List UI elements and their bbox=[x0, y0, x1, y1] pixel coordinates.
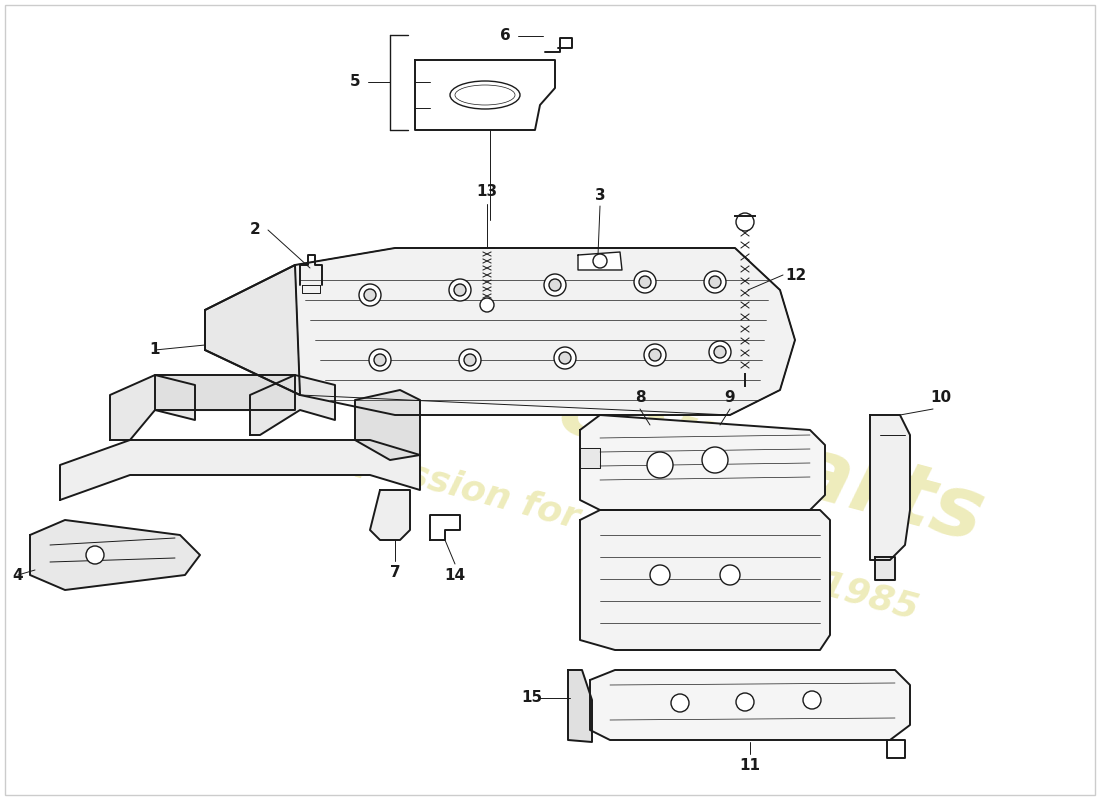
Circle shape bbox=[86, 546, 104, 564]
Circle shape bbox=[454, 284, 466, 296]
Polygon shape bbox=[874, 557, 895, 580]
Ellipse shape bbox=[455, 85, 515, 105]
Circle shape bbox=[464, 354, 476, 366]
Text: 11: 11 bbox=[739, 758, 760, 773]
Circle shape bbox=[704, 271, 726, 293]
Polygon shape bbox=[355, 390, 420, 460]
Polygon shape bbox=[205, 265, 300, 395]
Text: 3: 3 bbox=[595, 187, 605, 202]
Circle shape bbox=[359, 284, 381, 306]
Circle shape bbox=[710, 276, 720, 288]
Circle shape bbox=[647, 452, 673, 478]
Polygon shape bbox=[110, 375, 195, 440]
Text: 8: 8 bbox=[635, 390, 646, 405]
Text: 13: 13 bbox=[476, 185, 497, 199]
Circle shape bbox=[736, 213, 754, 231]
Polygon shape bbox=[205, 248, 795, 415]
Circle shape bbox=[714, 346, 726, 358]
Polygon shape bbox=[30, 520, 200, 590]
Polygon shape bbox=[887, 740, 905, 758]
Circle shape bbox=[671, 694, 689, 712]
Polygon shape bbox=[580, 448, 600, 468]
Text: 2: 2 bbox=[250, 222, 261, 238]
Polygon shape bbox=[430, 515, 460, 540]
Polygon shape bbox=[580, 415, 825, 510]
Text: 6: 6 bbox=[499, 29, 510, 43]
Circle shape bbox=[720, 565, 740, 585]
Circle shape bbox=[639, 276, 651, 288]
Text: 12: 12 bbox=[785, 267, 806, 282]
Circle shape bbox=[702, 447, 728, 473]
Text: 14: 14 bbox=[444, 568, 465, 583]
Text: 15: 15 bbox=[521, 690, 542, 706]
Circle shape bbox=[544, 274, 566, 296]
Circle shape bbox=[649, 349, 661, 361]
Circle shape bbox=[803, 691, 821, 709]
Text: 10: 10 bbox=[930, 390, 952, 405]
Polygon shape bbox=[155, 375, 295, 410]
Polygon shape bbox=[295, 248, 795, 415]
Circle shape bbox=[459, 349, 481, 371]
Polygon shape bbox=[370, 490, 410, 540]
Circle shape bbox=[650, 565, 670, 585]
Text: a passion for parts since 1985: a passion for parts since 1985 bbox=[319, 434, 922, 626]
Circle shape bbox=[559, 352, 571, 364]
Circle shape bbox=[449, 279, 471, 301]
Ellipse shape bbox=[450, 81, 520, 109]
Circle shape bbox=[364, 289, 376, 301]
Polygon shape bbox=[250, 375, 336, 435]
Polygon shape bbox=[60, 440, 420, 500]
Text: 1: 1 bbox=[150, 342, 161, 358]
Text: 7: 7 bbox=[389, 565, 400, 580]
Text: 5: 5 bbox=[350, 74, 361, 90]
Text: 4: 4 bbox=[13, 567, 23, 582]
Polygon shape bbox=[578, 252, 621, 270]
Circle shape bbox=[593, 254, 607, 268]
Circle shape bbox=[554, 347, 576, 369]
Circle shape bbox=[368, 349, 390, 371]
Polygon shape bbox=[580, 510, 830, 650]
Polygon shape bbox=[870, 415, 910, 560]
Circle shape bbox=[549, 279, 561, 291]
Circle shape bbox=[644, 344, 666, 366]
Circle shape bbox=[480, 298, 494, 312]
Polygon shape bbox=[568, 670, 592, 742]
Text: 9: 9 bbox=[725, 390, 735, 405]
Circle shape bbox=[374, 354, 386, 366]
Polygon shape bbox=[415, 60, 556, 130]
Circle shape bbox=[736, 693, 754, 711]
Polygon shape bbox=[590, 670, 910, 740]
Circle shape bbox=[634, 271, 656, 293]
Circle shape bbox=[710, 341, 732, 363]
Text: euro car parts: euro car parts bbox=[307, 301, 993, 559]
